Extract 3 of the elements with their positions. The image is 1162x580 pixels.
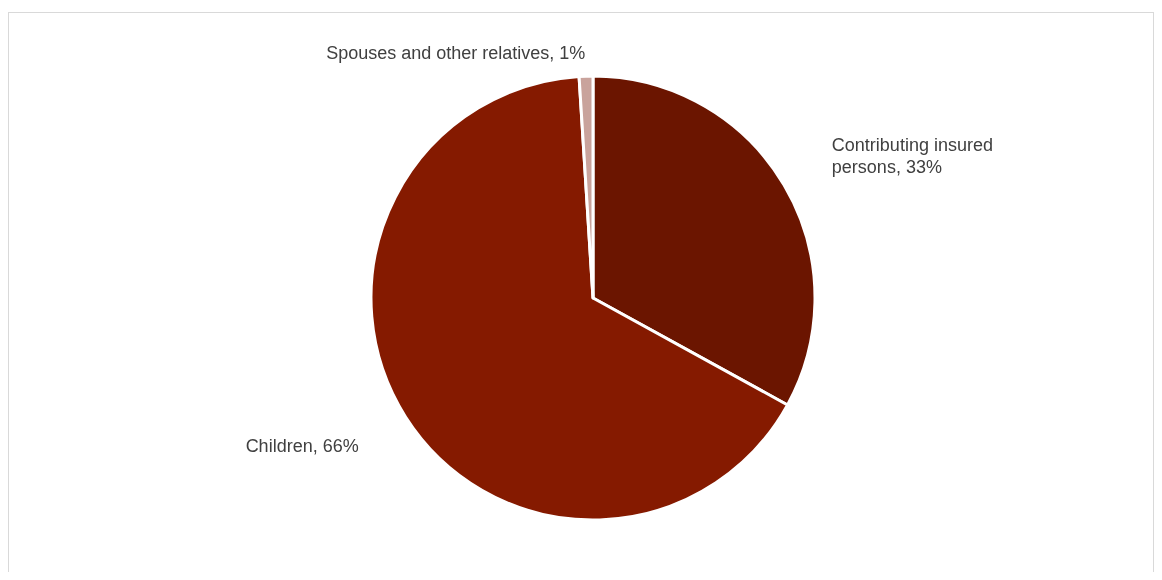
slice-label: Contributing insured persons, 33% [831, 134, 993, 177]
slice-label: Children, 66% [245, 435, 359, 456]
slice-label: Spouses and other relatives, 1% [326, 42, 586, 63]
